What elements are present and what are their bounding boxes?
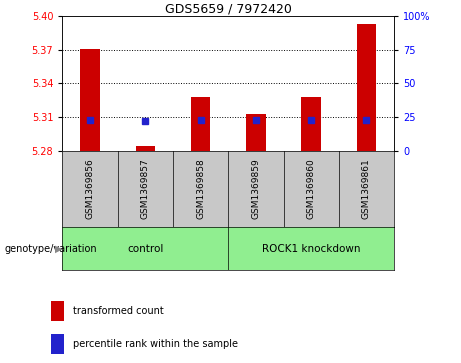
Text: GSM1369857: GSM1369857 (141, 158, 150, 219)
Bar (191, 97, 210, 151)
Bar (51, 301, 64, 321)
Text: GSM1369858: GSM1369858 (196, 158, 205, 219)
Text: control: control (127, 244, 163, 254)
Bar (246, 114, 266, 151)
Text: transformed count: transformed count (73, 306, 164, 316)
Text: GSM1369860: GSM1369860 (307, 158, 316, 219)
Text: ▶: ▶ (55, 244, 63, 254)
Bar (301, 97, 321, 151)
Text: GSM1369861: GSM1369861 (362, 158, 371, 219)
Title: GDS5659 / 7972420: GDS5659 / 7972420 (165, 2, 292, 15)
Text: GSM1369859: GSM1369859 (251, 158, 260, 219)
Bar (357, 24, 376, 151)
Bar (51, 334, 64, 354)
Text: percentile rank within the sample: percentile rank within the sample (73, 339, 238, 349)
Text: genotype/variation: genotype/variation (5, 244, 97, 254)
Text: ROCK1 knockdown: ROCK1 knockdown (262, 244, 361, 254)
Bar (136, 146, 155, 151)
Text: GSM1369856: GSM1369856 (85, 158, 95, 219)
Bar (80, 49, 100, 151)
